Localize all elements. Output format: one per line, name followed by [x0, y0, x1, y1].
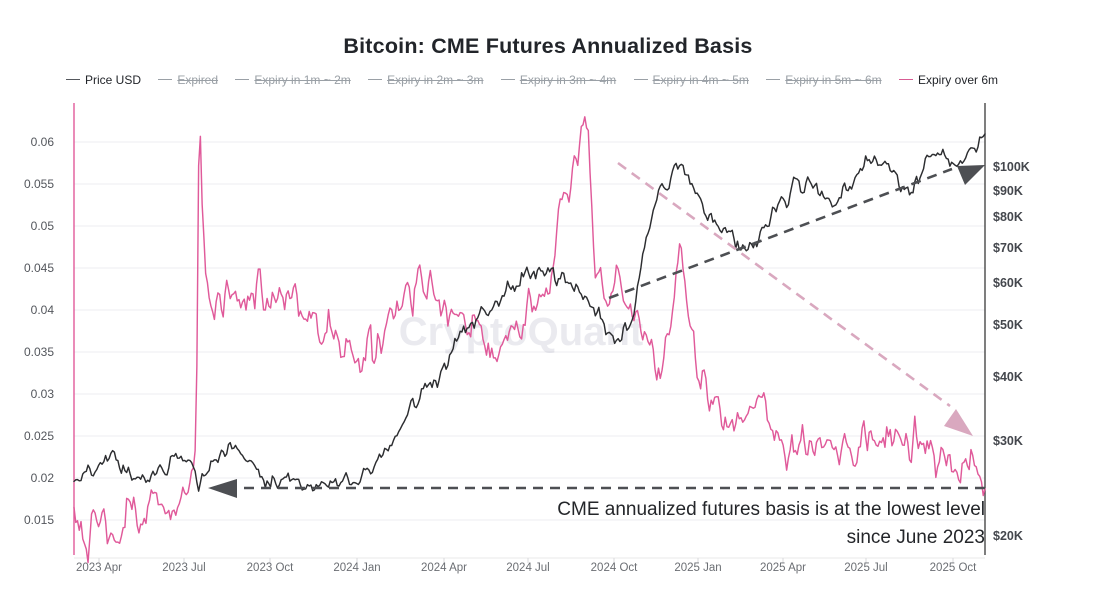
svg-text:CryptoQuant: CryptoQuant [399, 310, 643, 354]
